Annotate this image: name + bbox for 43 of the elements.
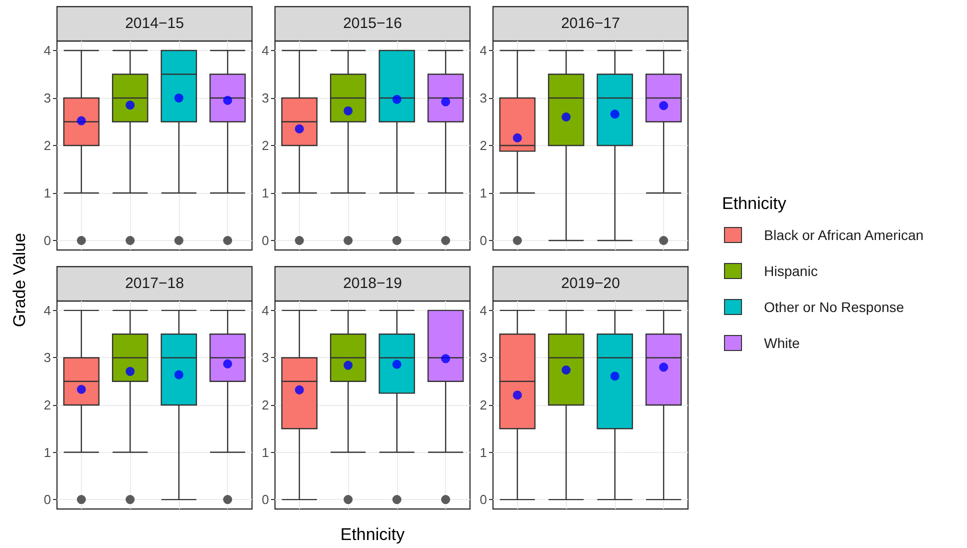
x-axis-title: Ethnicity — [340, 525, 405, 545]
chart-title: 2014−15 — [125, 15, 184, 32]
y-tick-label: 0 — [44, 233, 51, 248]
y-axis-title: Grade Value — [10, 232, 30, 328]
y-tick-label: 4 — [480, 302, 487, 318]
y-tick-label: 3 — [262, 90, 269, 106]
y-tick-label: 2 — [262, 138, 269, 153]
y-tick-label: 1 — [480, 186, 487, 200]
y-tick-label: 4 — [44, 43, 51, 58]
y-tick-label: 4 — [480, 43, 487, 58]
y-tick-label: 4 — [262, 302, 269, 318]
y-tick-label: 3 — [480, 90, 487, 106]
y-tick-label: 3 — [480, 350, 487, 366]
y-tick-label: 2 — [262, 398, 269, 412]
y-tick-label: 1 — [262, 186, 269, 200]
y-tick-label: 1 — [44, 444, 51, 460]
y-tick-label: 2 — [44, 398, 51, 412]
y-tick-label: 4 — [44, 302, 51, 318]
y-tick-label: 0 — [262, 233, 269, 248]
y-tick-label: 3 — [262, 350, 269, 366]
legend-label: Hispanic — [764, 263, 818, 279]
y-tick-label: 0 — [262, 492, 269, 508]
y-tick-label: 2 — [480, 398, 487, 412]
legend-label: Black or African American — [764, 227, 924, 243]
legend-title: Ethnicity — [722, 194, 788, 214]
chart-title: 2018−19 — [343, 275, 402, 292]
y-tick-label: 2 — [44, 138, 51, 153]
chart-title: 2017−18 — [125, 275, 184, 292]
chart-title: 2015−16 — [343, 15, 402, 32]
y-tick-label: 2 — [480, 138, 487, 153]
y-tick-label: 1 — [480, 444, 487, 460]
y-tick-label: 0 — [480, 492, 487, 508]
chart-title: 2019−20 — [561, 275, 620, 292]
y-tick-label: 3 — [44, 90, 51, 106]
y-tick-label: 3 — [44, 350, 51, 366]
chart-title: 2016−17 — [561, 15, 620, 32]
y-tick-label: 0 — [44, 492, 51, 508]
legend-label: White — [764, 335, 800, 351]
y-tick-label: 1 — [262, 444, 269, 460]
y-tick-label: 1 — [44, 186, 51, 200]
legend-label: Other or No Response — [764, 299, 904, 315]
y-tick-label: 4 — [262, 43, 269, 58]
y-tick-label: 0 — [480, 233, 487, 248]
